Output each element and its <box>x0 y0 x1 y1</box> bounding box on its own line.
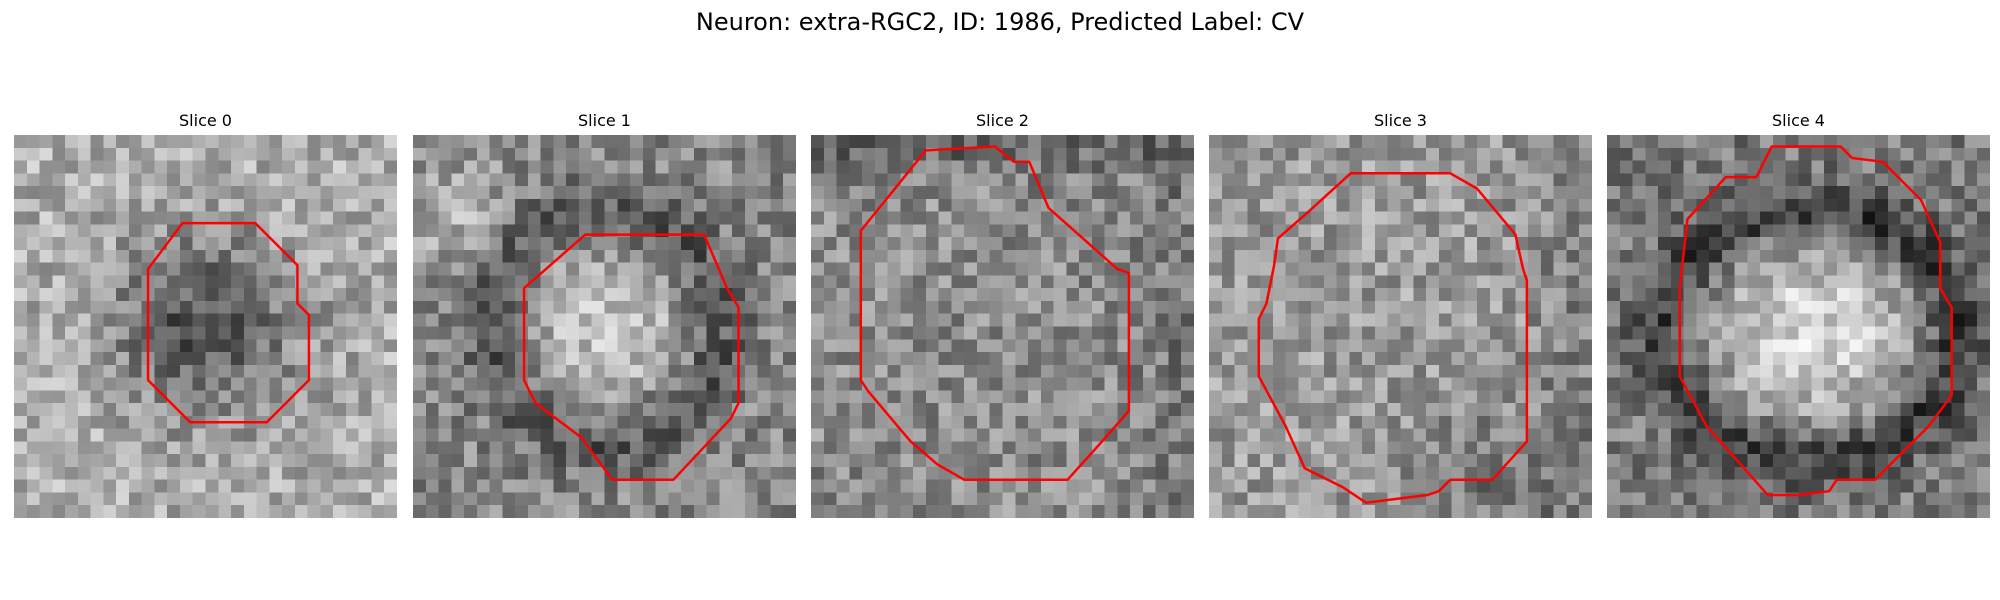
slice-image <box>1209 135 1592 518</box>
pixel-grid <box>1607 135 1990 518</box>
segmentation-contour <box>146 221 311 424</box>
segmentation-contour <box>1257 172 1529 504</box>
pixel-grid <box>811 135 1194 518</box>
panel-slice-3: Slice 3 <box>1209 108 1592 518</box>
slice-image <box>14 135 397 518</box>
pixel-grid <box>14 135 397 518</box>
panel-title: Slice 2 <box>976 111 1029 130</box>
slice-image <box>413 135 796 518</box>
panel-title: Slice 4 <box>1772 111 1825 130</box>
pixel-grid <box>1209 135 1592 518</box>
panel-title: Slice 1 <box>578 111 631 130</box>
panel-title: Slice 0 <box>179 111 232 130</box>
slice-image <box>1607 135 1990 518</box>
panel-slice-1: Slice 1 <box>413 108 796 518</box>
segmentation-contour <box>1678 145 1953 497</box>
panel-slice-0: Slice 0 <box>14 108 397 518</box>
panel-slice-2: Slice 2 <box>811 108 1194 518</box>
segmentation-contour <box>522 233 740 481</box>
figure-title: Neuron: extra-RGC2, ID: 1986, Predicted … <box>695 8 1305 36</box>
slice-image <box>811 135 1194 518</box>
panel-title: Slice 3 <box>1374 111 1427 130</box>
pixel-grid <box>413 135 796 518</box>
segmentation-contour <box>859 145 1131 481</box>
panel-slice-4: Slice 4 <box>1607 108 1990 518</box>
